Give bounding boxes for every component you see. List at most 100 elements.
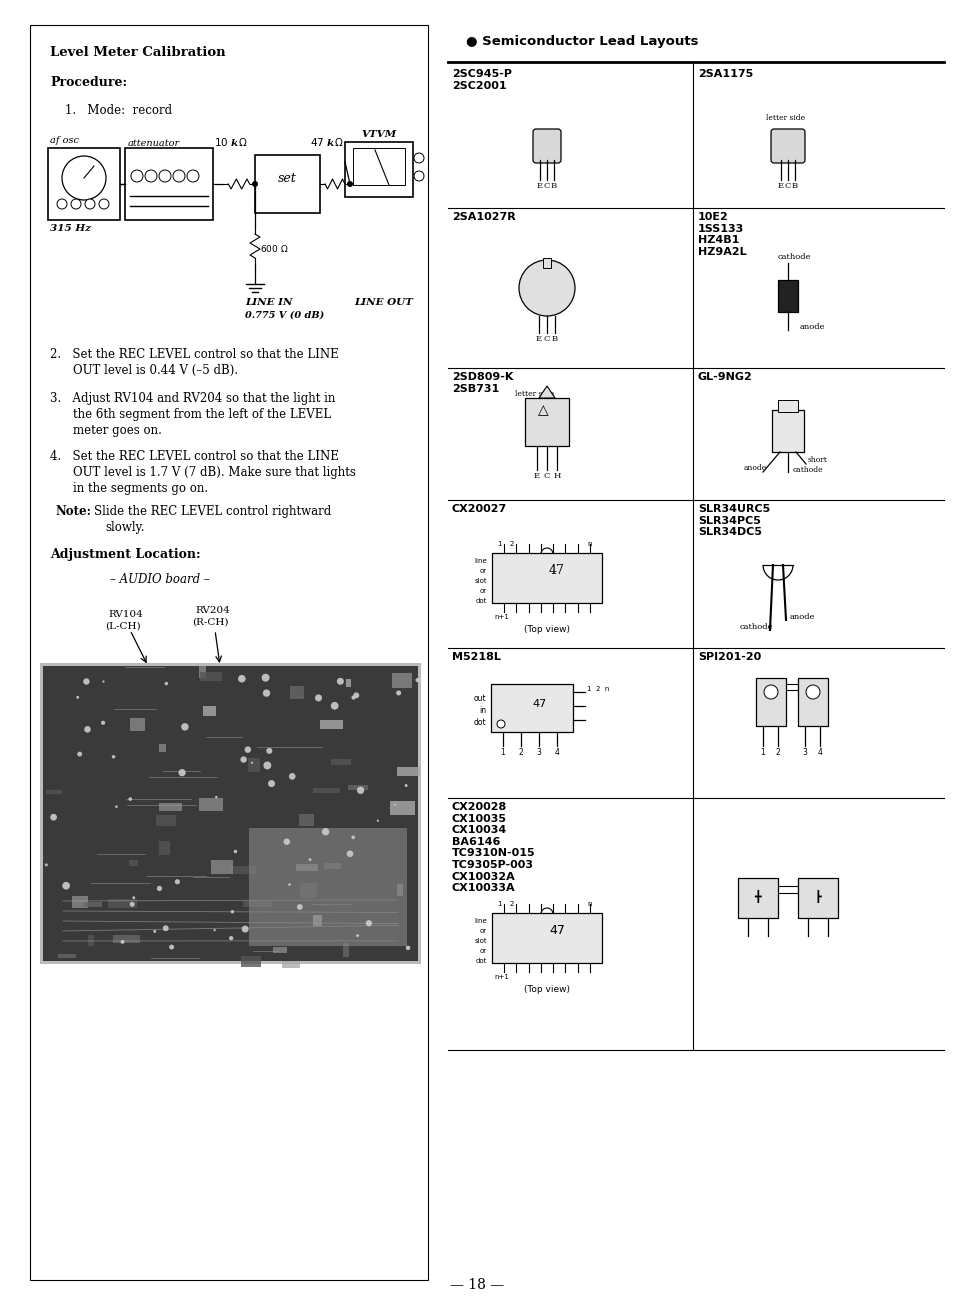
Bar xyxy=(30,25,428,1280)
Text: dot: dot xyxy=(476,598,486,604)
Text: Adjustment Location:: Adjustment Location: xyxy=(50,548,200,561)
Circle shape xyxy=(172,170,185,183)
Bar xyxy=(40,664,420,964)
Bar xyxy=(320,720,342,729)
Text: attenuator: attenuator xyxy=(128,139,180,148)
Text: $10$ k$\Omega$: $10$ k$\Omega$ xyxy=(213,137,247,148)
Text: 4: 4 xyxy=(554,748,558,757)
Text: SPI201-20: SPI201-20 xyxy=(698,652,760,662)
Text: M5218L: M5218L xyxy=(452,652,500,662)
Circle shape xyxy=(229,936,233,941)
Bar xyxy=(392,673,412,687)
Circle shape xyxy=(62,156,106,200)
Bar xyxy=(492,553,601,603)
Text: line: line xyxy=(474,918,486,924)
Circle shape xyxy=(214,796,217,799)
Circle shape xyxy=(129,798,132,802)
Bar xyxy=(299,883,316,897)
Text: 2: 2 xyxy=(509,541,513,547)
Circle shape xyxy=(132,896,135,899)
Text: OUT level is 0.44 V (–5 dB).: OUT level is 0.44 V (–5 dB). xyxy=(73,364,238,377)
Circle shape xyxy=(296,904,302,909)
Circle shape xyxy=(353,692,359,698)
Text: △: △ xyxy=(537,403,548,417)
FancyBboxPatch shape xyxy=(533,129,560,163)
Text: Note:: Note: xyxy=(55,505,91,518)
Text: ● Semiconductor Lead Layouts: ● Semiconductor Lead Layouts xyxy=(465,35,698,49)
Circle shape xyxy=(289,773,295,779)
Text: 315 Hz: 315 Hz xyxy=(50,223,91,233)
Circle shape xyxy=(145,170,157,183)
Text: or: or xyxy=(479,587,486,594)
Circle shape xyxy=(347,181,353,187)
Circle shape xyxy=(518,260,575,315)
Text: anode: anode xyxy=(743,464,766,472)
Bar xyxy=(130,861,137,866)
Circle shape xyxy=(268,781,274,787)
Text: 4: 4 xyxy=(817,748,821,757)
Circle shape xyxy=(321,828,329,836)
Text: 10E2
1SS133
HZ4B1
HZ9A2L: 10E2 1SS133 HZ4B1 HZ9A2L xyxy=(698,212,746,256)
Circle shape xyxy=(62,882,70,890)
Text: – AUDIO board –: – AUDIO board – xyxy=(110,573,210,586)
Text: cathode: cathode xyxy=(778,254,811,261)
Text: ┣: ┣ xyxy=(814,890,821,903)
Bar xyxy=(249,828,406,946)
Text: af osc: af osc xyxy=(50,137,79,145)
Circle shape xyxy=(263,762,271,770)
Circle shape xyxy=(356,787,364,794)
Bar xyxy=(348,784,367,790)
Text: 3: 3 xyxy=(536,748,541,757)
Text: 0.775 V (0 dB): 0.775 V (0 dB) xyxy=(245,311,324,321)
Text: 1: 1 xyxy=(500,748,505,757)
Bar xyxy=(738,878,778,918)
Circle shape xyxy=(131,170,143,183)
Circle shape xyxy=(497,720,504,728)
Bar xyxy=(346,679,351,686)
Text: — 18 —: — 18 — xyxy=(450,1279,503,1292)
Text: E: E xyxy=(534,472,539,480)
Circle shape xyxy=(404,784,407,787)
Bar xyxy=(281,961,299,967)
Text: out: out xyxy=(473,694,485,703)
Text: Procedure:: Procedure: xyxy=(50,76,127,89)
Text: CX20028
CX10035
CX10034
BA6146
TC9310N-015
TC9305P-003
CX10032A
CX10033A: CX20028 CX10035 CX10034 BA6146 TC9310N-0… xyxy=(452,802,535,894)
Bar xyxy=(125,148,213,219)
Circle shape xyxy=(376,820,378,821)
Bar xyxy=(491,685,573,732)
Text: anode: anode xyxy=(800,323,824,331)
Bar xyxy=(158,744,166,752)
Circle shape xyxy=(153,930,156,933)
Bar xyxy=(345,142,413,197)
Bar xyxy=(396,767,419,775)
Circle shape xyxy=(85,198,95,209)
Circle shape xyxy=(76,696,79,699)
Text: slowly.: slowly. xyxy=(105,520,144,533)
Text: $600$ $\Omega$: $600$ $\Omega$ xyxy=(260,243,289,254)
Bar xyxy=(198,666,206,678)
Circle shape xyxy=(84,727,91,733)
Bar xyxy=(108,899,136,908)
Circle shape xyxy=(261,674,270,682)
Circle shape xyxy=(405,946,410,950)
Circle shape xyxy=(99,198,109,209)
Polygon shape xyxy=(538,386,555,398)
Text: RV204: RV204 xyxy=(194,606,230,615)
Bar xyxy=(295,865,318,871)
Text: C: C xyxy=(543,472,550,480)
Text: Slide the REC LEVEL control rightward: Slide the REC LEVEL control rightward xyxy=(94,505,331,518)
Bar xyxy=(324,863,341,869)
Text: (L-CH): (L-CH) xyxy=(105,622,140,631)
Bar xyxy=(57,954,76,958)
Text: B: B xyxy=(552,335,558,343)
Circle shape xyxy=(163,925,169,932)
Text: anode: anode xyxy=(789,614,815,622)
Circle shape xyxy=(395,690,401,695)
Bar xyxy=(797,878,837,918)
Bar xyxy=(48,148,120,219)
Bar xyxy=(290,686,304,699)
Text: H: H xyxy=(553,472,560,480)
Bar xyxy=(313,916,321,926)
Text: 1: 1 xyxy=(497,901,501,907)
Circle shape xyxy=(233,850,237,853)
